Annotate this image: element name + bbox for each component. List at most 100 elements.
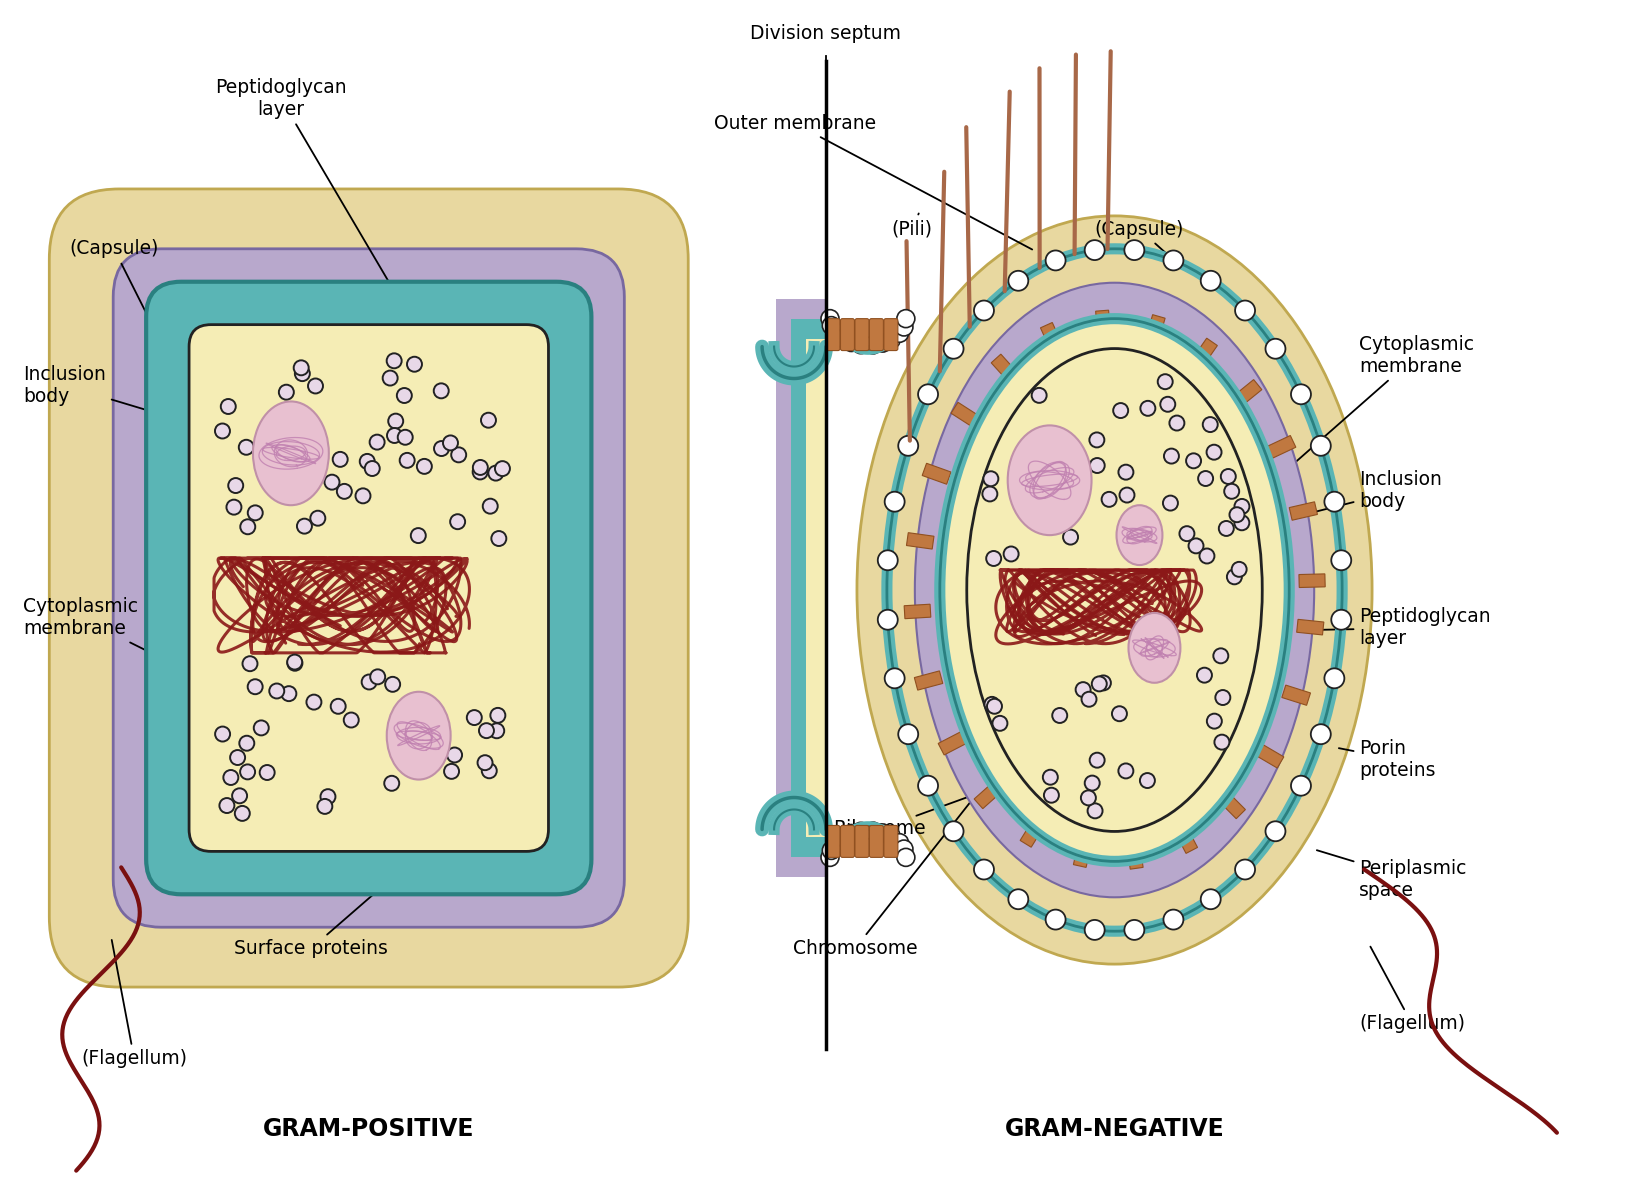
Circle shape bbox=[269, 684, 284, 698]
Circle shape bbox=[1163, 910, 1183, 929]
Circle shape bbox=[230, 750, 244, 766]
Ellipse shape bbox=[915, 283, 1315, 897]
Circle shape bbox=[1158, 374, 1173, 389]
Circle shape bbox=[1310, 436, 1332, 456]
Circle shape bbox=[175, 864, 190, 879]
Circle shape bbox=[396, 387, 411, 403]
Circle shape bbox=[307, 378, 324, 393]
Circle shape bbox=[306, 694, 322, 710]
FancyBboxPatch shape bbox=[841, 826, 854, 858]
Circle shape bbox=[1325, 668, 1345, 688]
Circle shape bbox=[167, 296, 182, 313]
Circle shape bbox=[416, 459, 431, 474]
Circle shape bbox=[489, 723, 504, 738]
Circle shape bbox=[823, 316, 841, 334]
Bar bbox=[922, 463, 952, 485]
Circle shape bbox=[821, 309, 839, 327]
Circle shape bbox=[400, 864, 416, 879]
FancyBboxPatch shape bbox=[841, 319, 854, 351]
Circle shape bbox=[382, 864, 398, 879]
Circle shape bbox=[882, 827, 900, 845]
Circle shape bbox=[1112, 706, 1127, 722]
Circle shape bbox=[834, 329, 852, 347]
Circle shape bbox=[986, 551, 1001, 566]
Circle shape bbox=[1234, 499, 1249, 514]
Circle shape bbox=[852, 822, 871, 840]
FancyBboxPatch shape bbox=[884, 319, 899, 351]
Circle shape bbox=[426, 296, 441, 313]
Bar bbox=[991, 354, 1018, 382]
Circle shape bbox=[287, 654, 302, 670]
Circle shape bbox=[287, 655, 302, 671]
Circle shape bbox=[365, 461, 380, 476]
Circle shape bbox=[392, 864, 406, 879]
Circle shape bbox=[489, 466, 504, 481]
Circle shape bbox=[1163, 495, 1178, 511]
Circle shape bbox=[1325, 492, 1345, 512]
Circle shape bbox=[1201, 889, 1221, 909]
Ellipse shape bbox=[940, 319, 1289, 861]
Circle shape bbox=[287, 296, 304, 313]
Circle shape bbox=[1089, 433, 1104, 448]
Circle shape bbox=[1265, 821, 1285, 841]
Circle shape bbox=[1232, 562, 1247, 577]
Text: Inclusion
body: Inclusion body bbox=[1265, 469, 1442, 525]
FancyBboxPatch shape bbox=[856, 826, 869, 858]
Bar bbox=[975, 782, 1003, 808]
Circle shape bbox=[1090, 752, 1105, 768]
Circle shape bbox=[235, 864, 251, 879]
Circle shape bbox=[993, 716, 1008, 731]
Circle shape bbox=[218, 296, 235, 313]
FancyBboxPatch shape bbox=[856, 319, 869, 351]
Circle shape bbox=[167, 864, 182, 879]
Circle shape bbox=[877, 550, 897, 570]
Bar bbox=[1282, 685, 1310, 705]
Text: Surface proteins: Surface proteins bbox=[235, 875, 396, 959]
Circle shape bbox=[482, 763, 497, 779]
Text: Peptidoglycan
layer: Peptidoglycan layer bbox=[215, 78, 398, 296]
Circle shape bbox=[1085, 241, 1105, 260]
Circle shape bbox=[304, 864, 320, 879]
Text: Inclusion
body: Inclusion body bbox=[23, 365, 287, 453]
Circle shape bbox=[1125, 920, 1145, 940]
Circle shape bbox=[983, 487, 998, 501]
Circle shape bbox=[897, 309, 915, 327]
Circle shape bbox=[330, 864, 347, 879]
Circle shape bbox=[864, 822, 882, 840]
Circle shape bbox=[874, 334, 892, 352]
Circle shape bbox=[228, 478, 243, 493]
Circle shape bbox=[408, 864, 425, 879]
Circle shape bbox=[253, 296, 269, 313]
FancyBboxPatch shape bbox=[869, 826, 884, 858]
Circle shape bbox=[382, 296, 398, 313]
Circle shape bbox=[491, 707, 506, 723]
Circle shape bbox=[294, 360, 309, 376]
Bar bbox=[1175, 825, 1198, 853]
Bar bbox=[1256, 744, 1284, 768]
Circle shape bbox=[322, 296, 337, 313]
Circle shape bbox=[215, 423, 230, 438]
Circle shape bbox=[897, 848, 915, 866]
Circle shape bbox=[520, 296, 537, 313]
Text: Cytoplasmic
membrane: Cytoplasmic membrane bbox=[1289, 335, 1474, 468]
Text: (Flagellum): (Flagellum) bbox=[1360, 947, 1465, 1033]
Circle shape bbox=[1198, 667, 1213, 683]
Circle shape bbox=[986, 699, 1003, 713]
Circle shape bbox=[183, 864, 200, 879]
Circle shape bbox=[349, 296, 363, 313]
Circle shape bbox=[365, 864, 382, 879]
Circle shape bbox=[1213, 648, 1229, 664]
Bar bbox=[1041, 322, 1062, 352]
Circle shape bbox=[469, 864, 486, 879]
Circle shape bbox=[451, 864, 468, 879]
Text: Cytoplasmic
membrane: Cytoplasmic membrane bbox=[23, 597, 178, 667]
Circle shape bbox=[890, 325, 909, 342]
Circle shape bbox=[337, 483, 352, 499]
Circle shape bbox=[279, 296, 294, 313]
Bar bbox=[1145, 315, 1165, 344]
Circle shape bbox=[1064, 530, 1079, 545]
Circle shape bbox=[373, 864, 390, 879]
Circle shape bbox=[885, 492, 905, 512]
Circle shape bbox=[1199, 549, 1214, 564]
Circle shape bbox=[547, 864, 563, 879]
